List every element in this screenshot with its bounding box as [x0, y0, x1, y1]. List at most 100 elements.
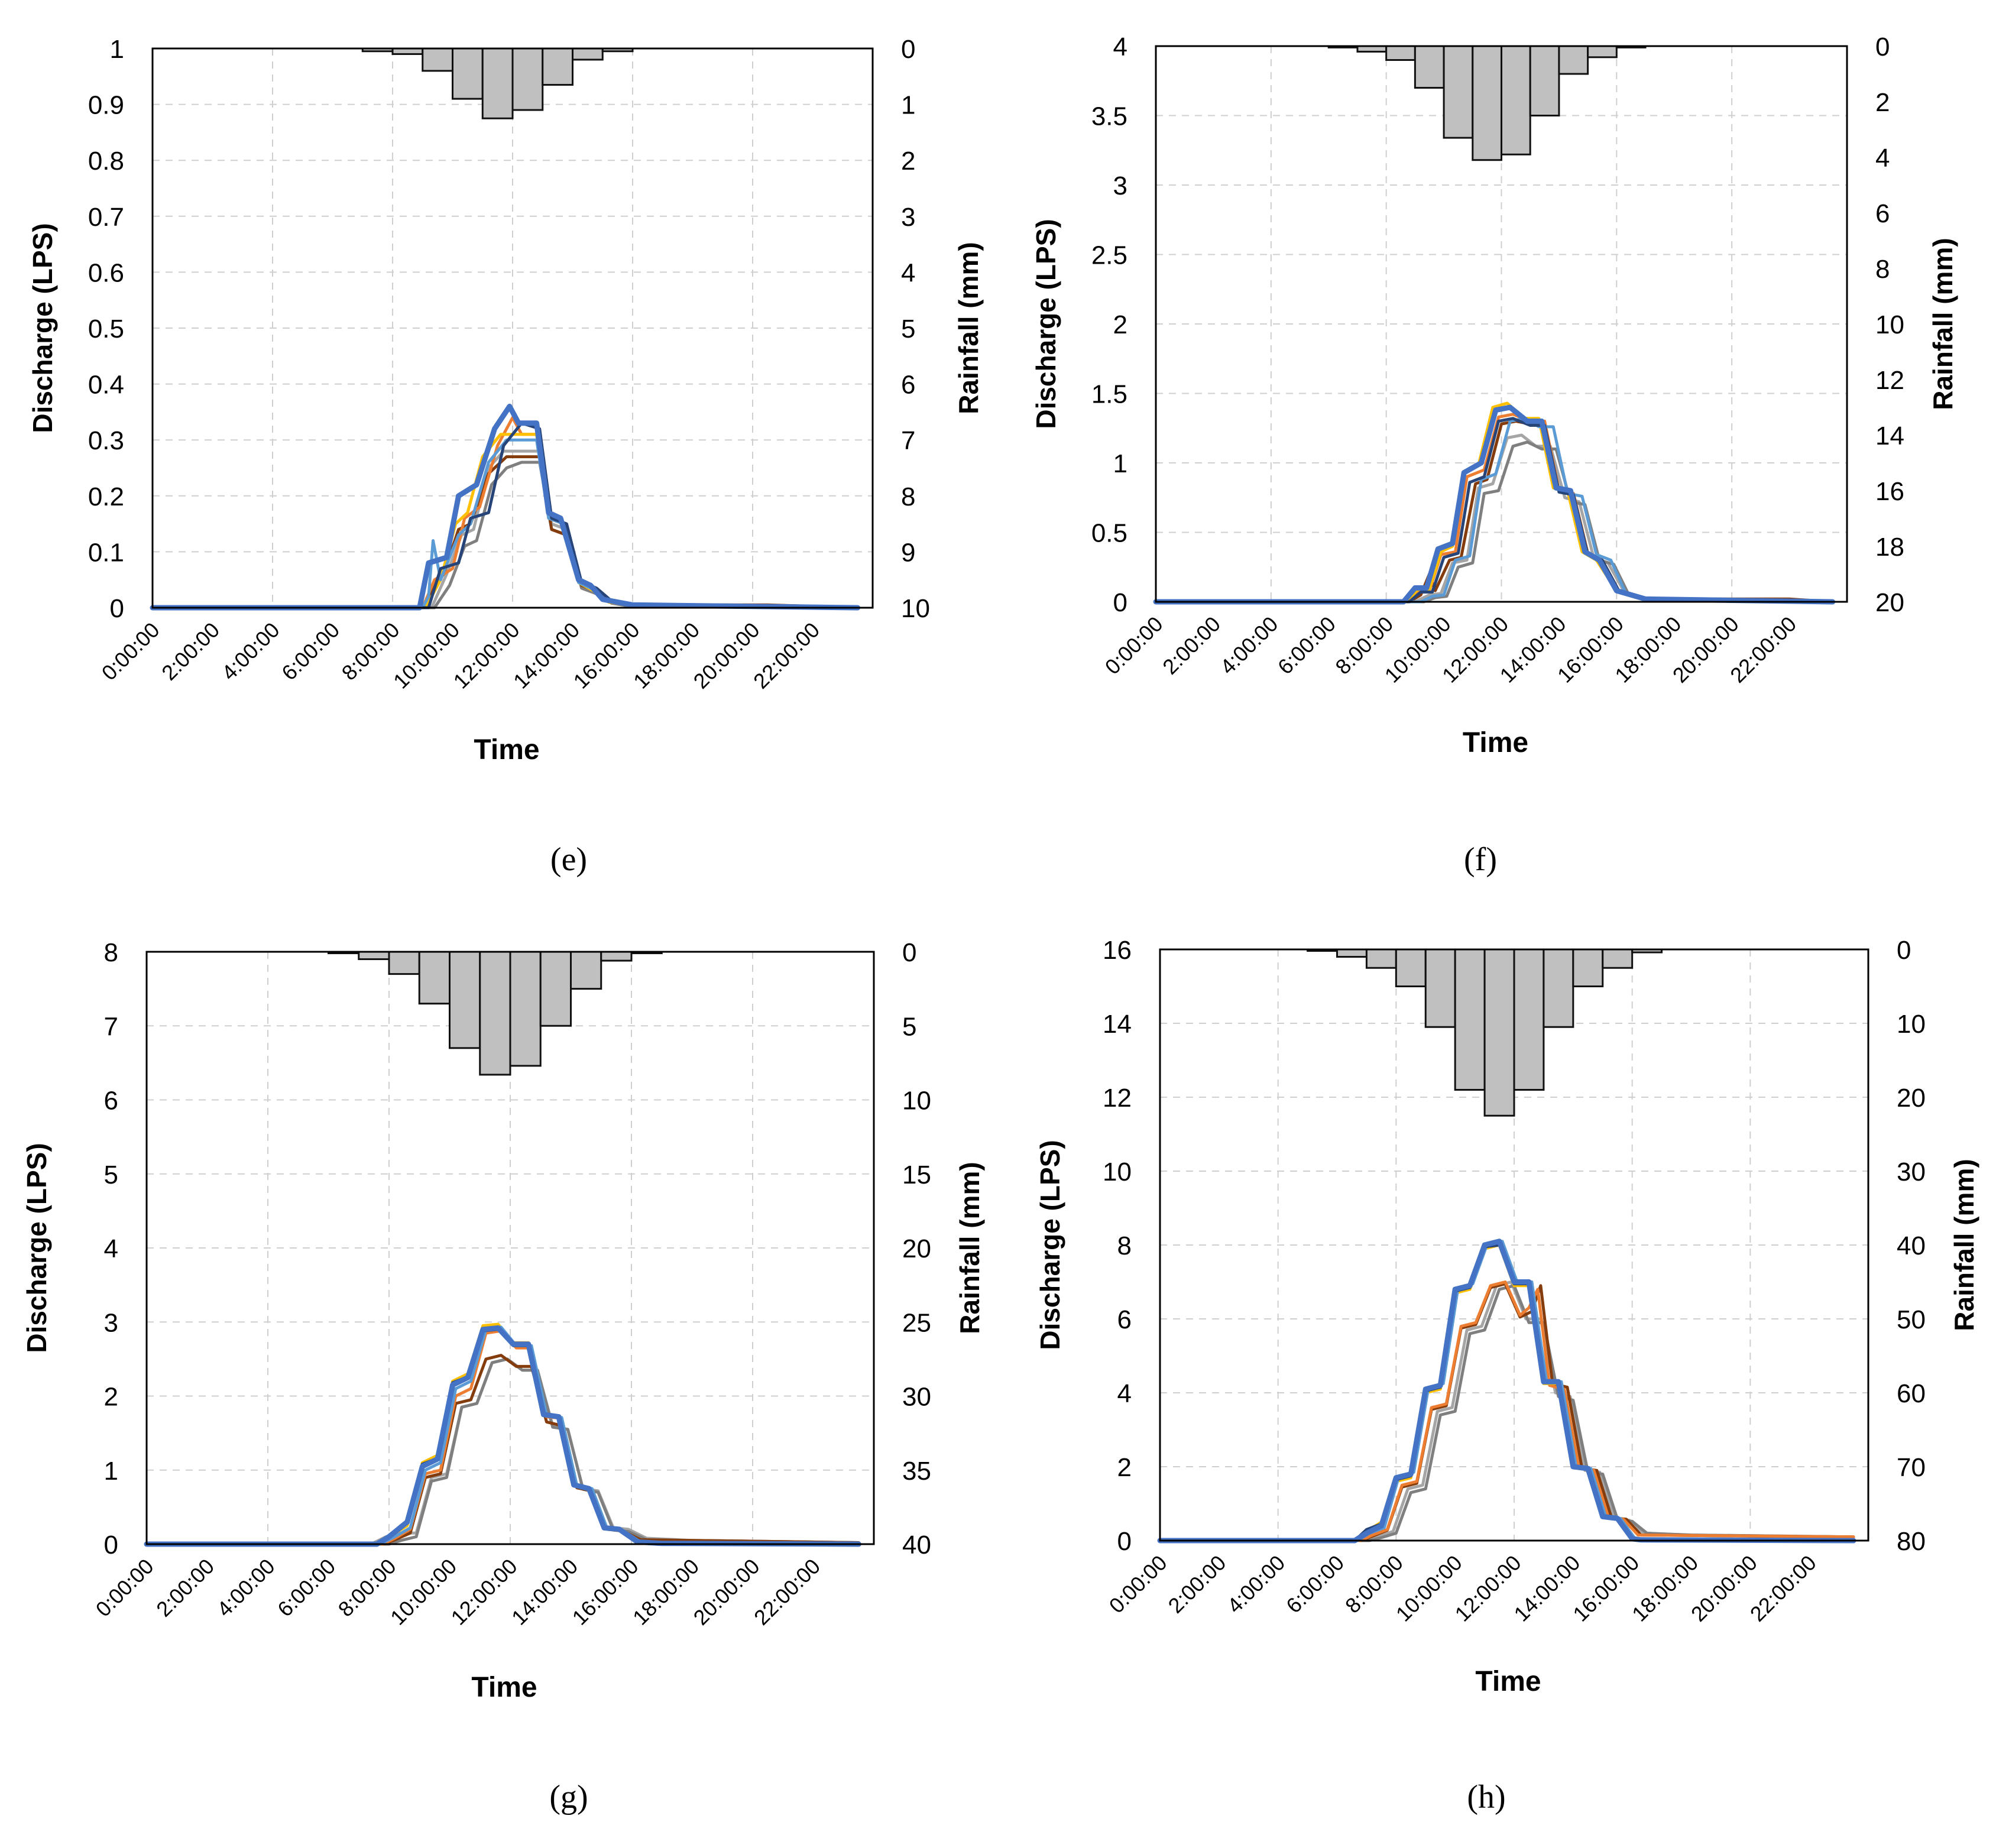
y2-tick-label: 2 [901, 147, 915, 176]
panel-label: (h) [1467, 1779, 1505, 1815]
y2-tick-label: 10 [902, 1087, 931, 1116]
y-tick-label: 1 [1113, 449, 1127, 478]
x-axis-title: Time [471, 1672, 537, 1703]
y-tick-label: 2 [1117, 1453, 1132, 1482]
y2-tick-label: 10 [1897, 1010, 1926, 1039]
y2-tick-label: 50 [1897, 1305, 1926, 1334]
y-axis-title: Discharge (LPS) [27, 223, 58, 433]
x-axis-title: Time [474, 734, 539, 766]
chart-panel-f: 0 0.5 1 1.5 2 2.5 3 3.5 4 0 2 4 6 8 10 12 14 16 18 20 0:00:0… [1031, 33, 1958, 878]
y-tick-label: 0.2 [88, 482, 124, 511]
x-tick-label: 18:00:00 [628, 1554, 704, 1630]
x-tick-label: 22:00:00 [1745, 1551, 1821, 1626]
y2-tick-label: 8 [1875, 255, 1890, 284]
rainfall-bar [1543, 948, 1574, 1028]
x-tick-label: 4:00:00 [1216, 612, 1283, 679]
y-tick-label: 6 [104, 1087, 118, 1116]
y2-tick-label: 40 [1897, 1231, 1926, 1260]
x-tick-label: 2:00:00 [1164, 1551, 1231, 1618]
y2-tick-label: 80 [1897, 1527, 1926, 1556]
x-tick-label: 20:00:00 [689, 1554, 764, 1630]
x-tick-label: 2:00:00 [151, 1554, 219, 1622]
rainfall-bar [1587, 45, 1618, 59]
y2-tick-label: 70 [1897, 1453, 1926, 1482]
y-tick-label: 0 [1117, 1527, 1132, 1556]
y2-axis-title: Rainfall (mm) [1949, 1159, 1979, 1331]
y2-tick-label: 0 [901, 35, 915, 64]
x-tick-label: 12:00:00 [449, 618, 524, 693]
y-axis-title: Discharge (LPS) [1035, 1140, 1065, 1350]
y2-tick-label: 10 [1875, 310, 1904, 339]
y2-tick-label: 2 [1875, 88, 1890, 117]
y2-tick-label: 1 [901, 91, 915, 120]
x-tick-label: 0:00:00 [91, 1554, 158, 1622]
y2-tick-label: 8 [901, 482, 915, 511]
y2-tick-label: 20 [1897, 1084, 1926, 1113]
rainfall-bar [422, 47, 453, 72]
rainfall-bar [1513, 948, 1545, 1091]
y-tick-label: 0.9 [88, 91, 124, 120]
y2-tick-label: 16 [1875, 477, 1904, 506]
x-tick-label: 2:00:00 [157, 618, 224, 685]
rainfall-bar [1483, 948, 1515, 1117]
chart-panel-e: 00.10.20.30.40.50.60.70.80.91 01234567891… [27, 35, 984, 878]
y2-tick-label: 20 [1875, 588, 1904, 617]
y2-axis-title: Rainfall (mm) [954, 1162, 985, 1334]
y-tick-label: 8 [104, 938, 118, 967]
y2-tick-label: 12 [1875, 366, 1904, 395]
y-tick-label: 14 [1103, 1010, 1132, 1039]
x-tick-label: 6:00:00 [1281, 1551, 1349, 1618]
rainfall-bar [1443, 45, 1474, 139]
discharge-series-line [150, 403, 861, 611]
x-tick-label: 18:00:00 [628, 618, 704, 693]
y-tick-label: 0 [110, 594, 124, 623]
y-tick-label: 6 [1117, 1305, 1132, 1334]
y-tick-label: 0.1 [88, 538, 124, 567]
x-tick-label: 0:00:00 [97, 618, 164, 685]
y2-tick-label: 40 [902, 1531, 931, 1560]
x-tick-label: 16:00:00 [569, 618, 644, 693]
x-tick-label: 6:00:00 [277, 618, 344, 685]
x-tick-label: 4:00:00 [1222, 1551, 1289, 1618]
rainfall-bar [1395, 948, 1427, 987]
x-tick-label: 0:00:00 [1100, 612, 1168, 679]
x-tick-label: 6:00:00 [273, 1554, 340, 1622]
x-tick-label: 0:00:00 [1104, 1551, 1172, 1618]
y2-tick-label: 0 [1897, 936, 1911, 965]
y-tick-label: 3 [104, 1308, 118, 1337]
y-tick-label: 0.5 [1091, 519, 1127, 548]
y-tick-label: 3 [1113, 171, 1127, 200]
plot-frame [151, 47, 874, 609]
discharge-series-line [1153, 404, 1836, 605]
x-tick-label: 14:00:00 [507, 1554, 582, 1630]
chart-panel-h: 0 2 4 6 8 10 12 14 16 0 10 20 30 40 50 60 70 80 0:00:002:0… [1035, 936, 1979, 1815]
chart-panel-g: 0 1 2 3 4 5 6 7 8 0 5 10 15 20 25 30 35 40 0:00:002:00:004… [21, 938, 985, 1815]
rainfall-bar [1572, 948, 1604, 987]
y2-axis-title: Rainfall (mm) [1927, 238, 1958, 410]
plot-frame [1155, 45, 1848, 603]
rainfall-bar [542, 47, 573, 86]
panel-label: (e) [550, 841, 587, 878]
rainfall-bar [1424, 948, 1456, 1028]
y-tick-label: 0.5 [88, 315, 124, 343]
rainfall-bar [1602, 948, 1634, 969]
y-tick-label: 4 [1113, 33, 1127, 61]
x-tick-label: 4:00:00 [217, 618, 284, 685]
y2-tick-label: 18 [1875, 533, 1904, 562]
y2-tick-label: 20 [902, 1234, 931, 1263]
y2-tick-label: 5 [901, 315, 915, 343]
y2-tick-label: 4 [1875, 144, 1890, 173]
rainfall-bar [511, 47, 544, 111]
y2-tick-label: 25 [902, 1308, 931, 1337]
rainfall-bar [481, 47, 514, 119]
x-tick-label: 2:00:00 [1158, 612, 1225, 679]
plot-frame [1159, 948, 1869, 1542]
y-tick-label: 10 [1103, 1158, 1132, 1186]
x-tick-label: 10:00:00 [388, 618, 464, 693]
rainfall-bar [1414, 45, 1445, 89]
y2-tick-label: 14 [1875, 422, 1904, 450]
x-axis-title: Time [1463, 727, 1528, 758]
rainfall-bar [600, 951, 633, 962]
y-tick-label: 5 [104, 1160, 118, 1189]
